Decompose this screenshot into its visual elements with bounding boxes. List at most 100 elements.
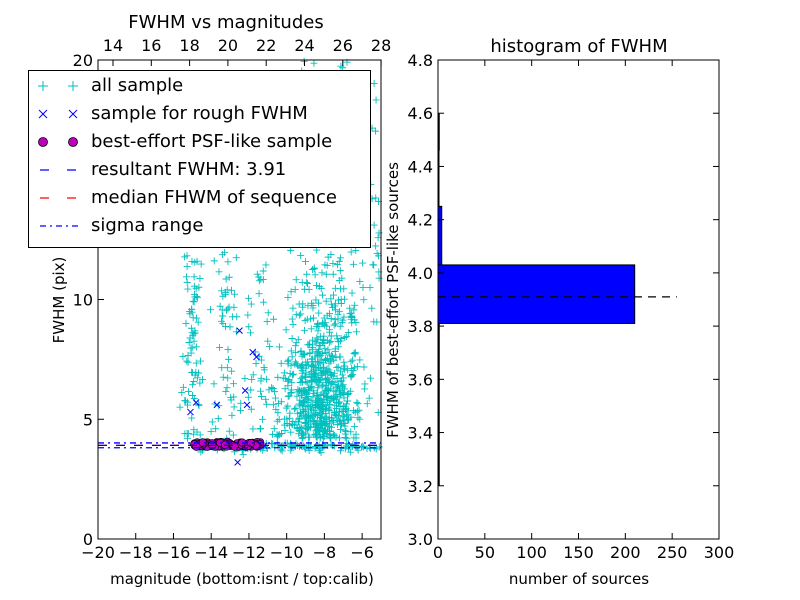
all-sample-point — [339, 407, 347, 415]
all-sample-point — [183, 262, 191, 270]
all-sample-point — [322, 376, 330, 384]
all-sample-point — [219, 312, 227, 320]
all-sample-point — [295, 418, 303, 426]
all-sample-point — [226, 323, 234, 331]
all-sample-point — [269, 430, 277, 438]
all-sample-point — [315, 299, 323, 307]
right-ticks: 0 50 100 150 200 250 300 3.0 3.2 3.4 3.6 3.8 4.0 4.2 4… — [408, 51, 735, 562]
rough-sample-point — [249, 348, 257, 356]
blue-dashed-line-icon — [40, 169, 78, 171]
all-sample-point — [336, 267, 344, 275]
all-sample-point — [333, 364, 341, 372]
all-sample-point — [193, 294, 201, 302]
all-sample-point — [332, 320, 340, 328]
all-sample-point — [346, 304, 354, 312]
all-sample-point — [181, 253, 189, 261]
y-tick-label: 5 — [83, 410, 93, 429]
all-sample-point — [207, 306, 215, 314]
all-sample-point — [182, 273, 190, 281]
all-sample-point — [230, 403, 238, 411]
all-sample-point — [324, 346, 332, 354]
all-sample-point — [317, 284, 325, 292]
all-sample-point — [303, 315, 311, 323]
all-sample-point — [347, 309, 355, 317]
all-sample-point — [233, 313, 241, 321]
top-x-tick-label: 18 — [179, 36, 199, 55]
all-sample-point — [262, 261, 270, 269]
circle-marker-icon — [38, 137, 78, 147]
all-sample-point — [191, 258, 199, 266]
all-sample-point — [222, 275, 230, 283]
all-sample-point — [287, 246, 295, 254]
left-ticks: −20 −18 −16 −14 −12 −10 −8 −6 0 5 10 20 14 16 18 20 22 24… — [73, 36, 392, 562]
all-sample-point — [321, 321, 329, 329]
all-sample-point — [359, 284, 367, 292]
all-sample-point — [301, 407, 309, 415]
all-sample-point — [278, 447, 286, 455]
all-sample-point — [294, 410, 302, 418]
all-sample-point — [301, 373, 309, 381]
all-sample-point — [352, 318, 360, 326]
all-sample-point — [319, 291, 327, 299]
all-sample-point — [315, 309, 323, 317]
all-sample-point — [218, 251, 226, 259]
x-tick-label: −10 — [270, 543, 304, 562]
all-sample-point — [288, 379, 296, 387]
all-sample-point — [291, 286, 299, 294]
legend-label: resultant FWHM: 3.91 — [91, 159, 287, 180]
all-sample-point — [333, 261, 341, 269]
all-sample-point — [257, 387, 265, 395]
all-sample-point — [308, 358, 316, 366]
all-sample-point — [327, 394, 335, 402]
all-sample-point — [337, 62, 345, 70]
y-tick-label: 4.8 — [408, 51, 433, 70]
all-sample-point — [372, 242, 380, 250]
all-sample-point — [369, 261, 377, 269]
all-sample-point — [340, 385, 348, 393]
all-sample-point — [230, 380, 238, 388]
all-sample-point — [289, 320, 297, 328]
right-title: histogram of FWHM — [490, 36, 667, 57]
all-sample-point — [347, 448, 355, 456]
all-sample-point — [317, 401, 325, 409]
all-sample-point — [303, 379, 311, 387]
all-sample-point — [197, 357, 205, 365]
x-tick-label: 200 — [610, 543, 641, 562]
all-sample-point — [374, 234, 382, 242]
all-sample-point — [317, 405, 325, 413]
all-sample-point — [345, 415, 353, 423]
all-sample-point — [259, 276, 267, 284]
all-sample-point — [299, 303, 307, 311]
all-sample-point — [338, 371, 346, 379]
all-sample-point — [336, 447, 344, 455]
x-tick-label: −12 — [232, 543, 266, 562]
all-sample-point — [292, 404, 300, 412]
y-tick-label: 3.2 — [408, 477, 433, 496]
all-sample-point — [322, 270, 330, 278]
all-sample-point — [301, 351, 309, 359]
all-sample-point — [309, 393, 317, 401]
all-sample-point — [311, 337, 319, 345]
all-sample-point — [333, 332, 341, 340]
all-sample-point — [224, 374, 232, 382]
all-sample-point — [190, 330, 198, 338]
legend-label: sigma range — [91, 215, 204, 236]
all-sample-point — [347, 371, 355, 379]
rough-sample-point — [253, 353, 260, 361]
all-sample-point — [354, 400, 362, 408]
all-sample-point — [336, 322, 344, 330]
all-sample-point — [372, 194, 380, 202]
all-sample-point — [310, 265, 318, 273]
all-sample-point — [274, 399, 282, 407]
x-marker-icon — [38, 109, 78, 119]
all-sample-point — [341, 403, 349, 411]
legend-label: best-effort PSF-like sample — [91, 131, 333, 152]
all-sample-point — [188, 344, 196, 352]
all-sample-point — [244, 393, 252, 401]
all-sample-point — [337, 367, 345, 375]
all-sample-point — [184, 434, 192, 442]
all-sample-point — [224, 346, 232, 354]
all-sample-point — [327, 385, 335, 393]
all-sample-point — [244, 311, 252, 319]
all-sample-point — [336, 434, 344, 442]
